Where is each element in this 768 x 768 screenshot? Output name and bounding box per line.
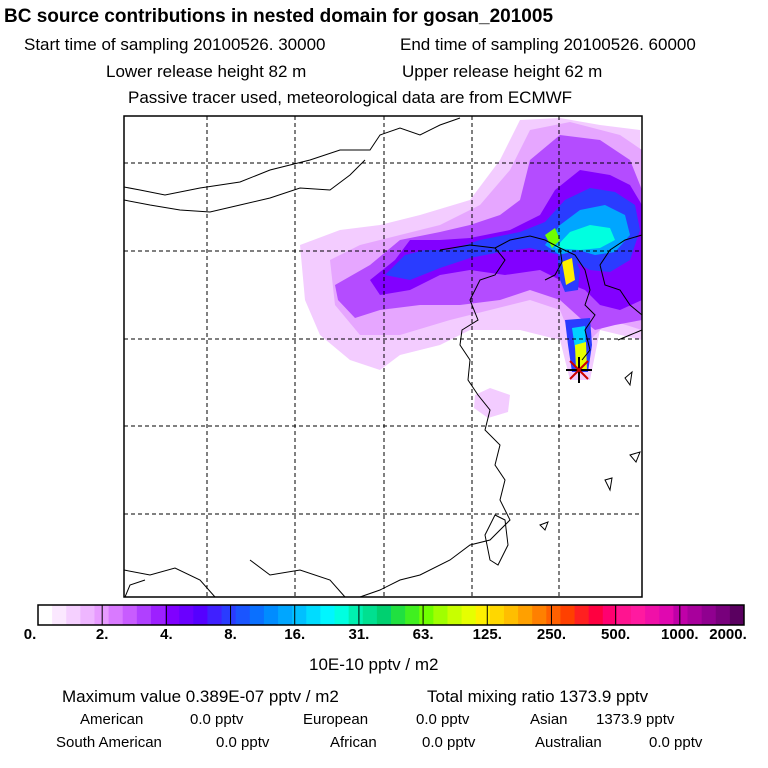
australian-value: 0.0 pptv bbox=[649, 734, 703, 751]
colorbar-swatch bbox=[489, 605, 505, 625]
colorbar-swatch bbox=[38, 605, 53, 625]
plume-small-pink bbox=[474, 388, 510, 418]
colorbar-swatch bbox=[52, 605, 67, 625]
colorbar-swatch bbox=[687, 605, 703, 625]
colorbar-tick-label: 8. bbox=[224, 626, 237, 643]
end-time-label: End time of sampling 20100526. 60000 bbox=[400, 35, 696, 54]
colorbar-tick-label: 31. bbox=[348, 626, 370, 643]
american-label: American bbox=[80, 711, 144, 728]
colorbar-swatch bbox=[645, 605, 660, 625]
colorbar-swatch bbox=[320, 605, 336, 625]
plume-green bbox=[545, 228, 560, 248]
plume-cyan bbox=[555, 225, 615, 250]
colorbar-swatch bbox=[616, 605, 632, 625]
map-frame bbox=[123, 115, 643, 598]
concentration-plume bbox=[300, 118, 642, 418]
colorbar-swatch bbox=[150, 605, 166, 625]
colorbar-tick-label: 63. bbox=[412, 626, 434, 643]
asian-label: Asian bbox=[530, 711, 568, 728]
colorbar-swatch bbox=[447, 605, 463, 625]
colorbar-swatch bbox=[235, 605, 251, 625]
colorbar-swatch bbox=[249, 605, 265, 625]
colorbar-swatch bbox=[221, 605, 237, 625]
colorbar-tick-label: 16. bbox=[284, 626, 306, 643]
colorbar-tick-label: 2000. bbox=[709, 626, 747, 643]
colorbar-swatch bbox=[461, 605, 477, 625]
plume-corridor-yellow bbox=[562, 258, 575, 285]
colorbar-swatch bbox=[673, 605, 689, 625]
asian-value: 1373.9 pptv bbox=[596, 711, 675, 728]
american-value: 0.0 pptv bbox=[190, 711, 244, 728]
colorbar-swatch bbox=[419, 605, 434, 625]
colorbar-swatch bbox=[518, 605, 533, 625]
max-value: Maximum value 0.389E-07 pptv / m2 bbox=[62, 687, 339, 706]
colorbar-swatch bbox=[165, 605, 180, 625]
colorbar-swatch bbox=[574, 605, 590, 625]
south-american-label: South American bbox=[56, 734, 162, 751]
colorbar-swatch bbox=[108, 605, 124, 625]
colorbar-tick-label: 125. bbox=[472, 626, 502, 643]
colorbar-swatch bbox=[433, 605, 448, 625]
colorbar-swatch bbox=[729, 605, 745, 625]
colorbar-swatch bbox=[602, 605, 618, 625]
colorbar-swatch bbox=[659, 605, 674, 625]
total-mixing-ratio: Total mixing ratio 1373.9 pptv bbox=[427, 687, 649, 706]
colorbar bbox=[38, 605, 745, 625]
tracer-note: Passive tracer used, meteorological data… bbox=[128, 88, 573, 107]
colorbar-swatch bbox=[292, 605, 307, 625]
colorbar-units: 10E-10 pptv / m2 bbox=[309, 655, 439, 674]
african-label: African bbox=[330, 734, 377, 751]
colorbar-tick-label: 0. bbox=[23, 626, 37, 643]
start-time-label: Start time of sampling 20100526. 30000 bbox=[24, 35, 326, 54]
colorbar-swatch bbox=[546, 605, 561, 625]
colorbar-swatch bbox=[631, 605, 646, 625]
colorbar-swatch bbox=[362, 605, 378, 625]
upper-height-label: Upper release height 62 m bbox=[402, 62, 603, 81]
colorbar-tick-label: 500. bbox=[601, 626, 631, 643]
grid-lines bbox=[124, 116, 642, 597]
colorbar-swatch bbox=[263, 605, 279, 625]
colorbar-swatch bbox=[701, 605, 717, 625]
colorbar-tick-label: 4. bbox=[160, 626, 173, 643]
colorbar-dividers bbox=[101, 605, 681, 625]
colorbar-swatch bbox=[136, 605, 152, 625]
colorbar-swatch bbox=[306, 605, 321, 625]
european-value: 0.0 pptv bbox=[416, 711, 470, 728]
colorbar-swatch bbox=[334, 605, 350, 625]
receptor-star-icon bbox=[566, 357, 592, 383]
colorbar-swatch bbox=[532, 605, 547, 625]
coastlines bbox=[123, 117, 643, 598]
colorbar-swatch bbox=[405, 605, 420, 625]
colorbar-swatch bbox=[278, 605, 293, 625]
colorbar-frame bbox=[37, 604, 745, 626]
south-american-value: 0.0 pptv bbox=[216, 734, 270, 751]
colorbar-swatch bbox=[122, 605, 138, 625]
colorbar-swatch bbox=[179, 605, 194, 625]
colorbar-swatch bbox=[193, 605, 208, 625]
colorbar-swatch bbox=[66, 605, 81, 625]
colorbar-swatch bbox=[391, 605, 406, 625]
colorbar-swatch bbox=[560, 605, 576, 625]
australian-label: Australian bbox=[535, 734, 602, 751]
colorbar-swatch bbox=[475, 605, 491, 625]
colorbar-swatch bbox=[80, 605, 95, 625]
african-value: 0.0 pptv bbox=[422, 734, 476, 751]
colorbar-swatch bbox=[376, 605, 392, 625]
colorbar-swatch bbox=[715, 605, 731, 625]
colorbar-swatch bbox=[207, 605, 223, 625]
colorbar-tick-label: 1000. bbox=[661, 626, 699, 643]
colorbar-swatch bbox=[503, 605, 519, 625]
plot-title: BC source contributions in nested domain… bbox=[4, 6, 554, 27]
european-label: European bbox=[303, 711, 369, 728]
colorbar-tick-label: 2. bbox=[95, 626, 109, 643]
lower-height-label: Lower release height 82 m bbox=[106, 62, 307, 81]
colorbar-swatch bbox=[348, 605, 364, 625]
colorbar-swatch bbox=[588, 605, 604, 625]
colorbar-tick-label: 250. bbox=[536, 626, 567, 643]
